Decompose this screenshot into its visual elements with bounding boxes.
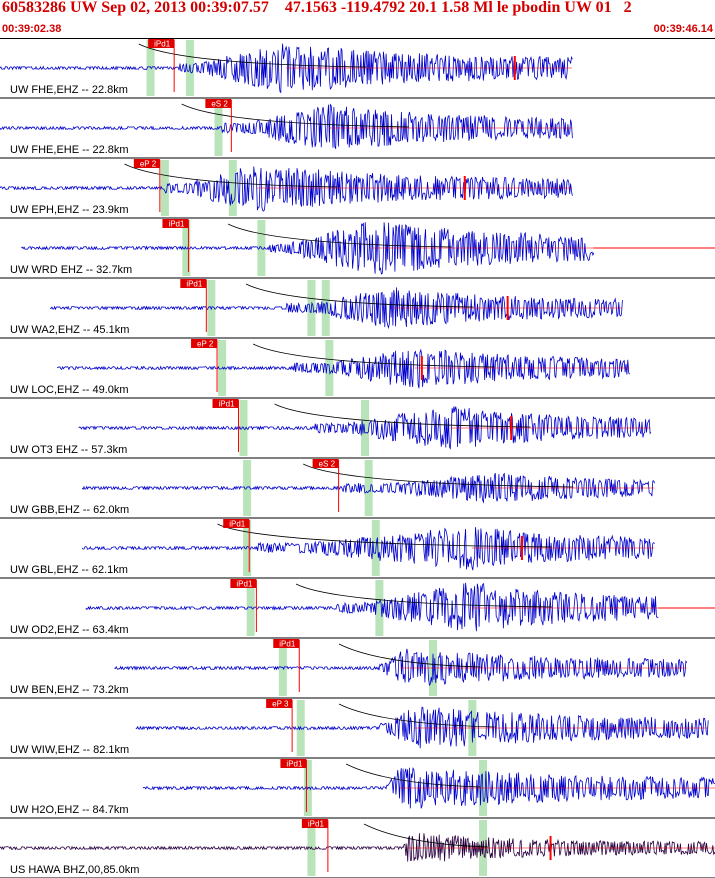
station-label: UW FHE,EHZ -- 22.8km: [10, 84, 128, 96]
decay-curve: [124, 163, 338, 188]
waveform-trace: [85, 582, 659, 632]
channel-7: eS 2 UW GBB,EHZ -- 62.0km: [0, 459, 715, 519]
decay-curve: [138, 43, 367, 68]
pick-label: eS 2: [211, 100, 228, 109]
pick-box: [191, 339, 218, 348]
channel-11: eP 3 UW WIW,EHZ -- 82.1km: [0, 699, 715, 759]
pick-label: eS 2: [319, 460, 336, 469]
channel-2: eP 2 UW EPH,EHZ -- 23.9km: [0, 159, 715, 219]
pick-label: iPd1: [236, 580, 253, 589]
station-label: UW WIW,EHZ -- 82.1km: [10, 744, 129, 756]
channel-1: eS 2 UW FHE,EHE -- 22.8km: [0, 99, 715, 159]
station-label: UW H2O,EHZ -- 84.7km: [10, 804, 129, 816]
pick-box: [162, 219, 189, 228]
pick-box: [133, 159, 160, 168]
waveform-trace: [81, 472, 655, 504]
waveform-trace: [49, 287, 623, 330]
decay-curve: [252, 343, 495, 368]
phase-window-1: [375, 580, 384, 636]
decay-curve: [345, 763, 481, 788]
channel-9: iPd1 UW OD2,EHZ -- 63.4km: [0, 579, 715, 639]
station-label: UW GBB,EHZ -- 62.0km: [10, 504, 129, 516]
decay-curve: [295, 583, 552, 608]
waveform-trace: [0, 103, 573, 149]
station-label: UW WRD EHZ -- 32.7km: [10, 264, 132, 276]
station-label: UW WA2,EHZ -- 45.1km: [10, 324, 129, 336]
station-label: UW FHE,EHE -- 22.8km: [10, 144, 129, 156]
channel-6: iPd1 UW OT3 EHZ -- 57.3km: [0, 399, 715, 459]
pick-box: [312, 459, 339, 468]
channel-3: iPd1 UW WRD EHZ -- 32.7km: [0, 219, 715, 279]
pick-box: [205, 99, 232, 108]
pick-box: [180, 279, 207, 288]
seismogram-panel: iPd1 UW FHE,EHZ -- 22.8km eS 2 UW FHE,EHE -…: [0, 38, 715, 878]
pick-label: eP 3: [272, 700, 289, 709]
waveform-trace: [81, 527, 655, 571]
channel-0: iPd1 UW FHE,EHZ -- 22.8km: [0, 39, 715, 99]
channel-10: iPd1 UW BEN,EHZ -- 73.2km: [0, 639, 715, 699]
event-title: 60583286 UW Sep 02, 2013 00:39:07.57 47.…: [2, 0, 632, 16]
decay-curve: [217, 523, 552, 548]
phase-window-1: [361, 400, 370, 456]
pick-box: [301, 819, 328, 828]
pick-label: iPd1: [186, 280, 203, 289]
waveform-trace: [0, 43, 573, 94]
phase-window-1: [228, 160, 237, 216]
decay-curve: [338, 703, 495, 728]
channel-13: iPd1 US HAWA BHZ,00,85.0km: [0, 819, 715, 878]
station-label: US HAWA BHZ,00,85.0km: [10, 864, 139, 876]
channel-8: iPd1 UW GBL,EHZ -- 62.1km: [0, 519, 715, 579]
pick-label: iPd1: [229, 520, 246, 529]
channel-5: eP 2 UW LOC,EHZ -- 49.0km: [0, 339, 715, 399]
station-label: UW GBL,EHZ -- 62.1km: [10, 564, 128, 576]
pick-box: [280, 759, 307, 768]
start-time: 00:39:02.38: [2, 23, 62, 35]
pick-box: [230, 579, 257, 588]
waveform-trace: [21, 222, 595, 275]
waveform-trace: [56, 348, 630, 389]
pick-label: iPd1: [219, 400, 236, 409]
pick-box: [223, 519, 250, 528]
phase-window-0: [182, 220, 191, 276]
pick-box: [148, 39, 175, 48]
pick-label: eP 2: [197, 340, 214, 349]
waveform-trace: [135, 706, 709, 749]
pick-label: iPd1: [279, 640, 296, 649]
phase-window-1: [364, 460, 373, 516]
phase-window-0: [243, 520, 252, 576]
station-label: UW EPH,EHZ -- 23.9km: [10, 204, 129, 216]
pick-label: iPd1: [168, 220, 185, 229]
decay-curve: [303, 463, 574, 488]
phase-window-0: [160, 160, 169, 216]
station-label: UW LOC,EHZ -- 49.0km: [10, 384, 129, 396]
event-header: 60583286 UW Sep 02, 2013 00:39:07.57 47.…: [0, 0, 715, 38]
decay-curve: [274, 403, 531, 428]
waveform-trace: [0, 166, 573, 212]
pick-label: iPd1: [308, 820, 325, 829]
pick-box: [212, 399, 239, 408]
waveform-trace: [114, 648, 688, 687]
decay-curve: [363, 823, 488, 848]
phase-window-0: [243, 460, 252, 516]
pick-label: iPd1: [154, 40, 171, 49]
pick-box: [273, 639, 300, 648]
pick-label: eP 2: [140, 160, 157, 169]
phase-window-0: [246, 580, 255, 636]
pick-label: iPd1: [286, 760, 303, 769]
waveform-trace: [142, 767, 715, 809]
channel-4: iPd1 UW WA2,EHZ -- 45.1km: [0, 279, 715, 339]
end-time: 00:39:46.14: [653, 23, 713, 35]
waveform-trace: [0, 833, 715, 862]
channel-12: iPd1 UW H2O,EHZ -- 84.7km: [0, 759, 715, 819]
decay-curve: [181, 103, 409, 128]
waveform-trace: [78, 406, 652, 450]
pick-box: [266, 699, 293, 708]
decay-curve: [227, 223, 452, 248]
decay-curve: [338, 643, 481, 668]
station-label: UW BEN,EHZ -- 73.2km: [10, 684, 129, 696]
station-label: UW OD2,EHZ -- 63.4km: [10, 624, 129, 636]
decay-curve: [245, 283, 474, 308]
station-label: UW OT3 EHZ -- 57.3km: [10, 444, 127, 456]
